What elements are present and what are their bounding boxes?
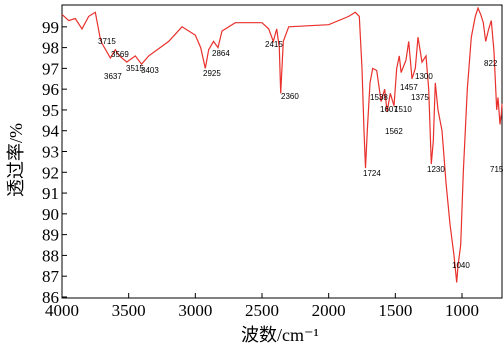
y-tick-label: 94 <box>42 122 60 141</box>
x-tick-label: 3500 <box>112 301 146 320</box>
peak-label: 3715 <box>98 37 116 46</box>
peak-label: 3515 <box>126 64 144 73</box>
peak-label: 1562 <box>385 127 403 136</box>
peak-label: 2864 <box>212 49 230 58</box>
peak-label: 1230 <box>427 165 445 174</box>
peak-label: 2415 <box>265 40 283 49</box>
y-tick-label: 86 <box>42 288 59 307</box>
peak-label: 1300 <box>415 72 433 81</box>
peak-label: 2925 <box>203 69 221 78</box>
y-tick-label: 88 <box>42 246 59 265</box>
peak-label: 822 <box>484 59 498 68</box>
peak-label: 3637 <box>104 72 122 81</box>
y-axis-label: 透过率/% <box>6 123 26 197</box>
y-tick-label: 96 <box>42 80 59 99</box>
x-axis-label: 波数/cm⁻¹ <box>241 325 319 345</box>
x-tick-label: 1500 <box>378 301 412 320</box>
y-tick-label: 95 <box>42 101 59 120</box>
y-tick-label: 89 <box>42 226 59 245</box>
peak-label: 3569 <box>111 50 129 59</box>
peak-label: 3403 <box>141 66 159 75</box>
y-tick-label: 93 <box>42 143 59 162</box>
x-tick-label: 3000 <box>178 301 212 320</box>
x-tick-label: 4000 <box>45 301 79 320</box>
peak-label: 1375 <box>411 93 429 102</box>
peak-label: 1538 <box>370 93 388 102</box>
peak-label: 1457 <box>400 83 418 92</box>
peak-label: 1510 <box>394 105 412 114</box>
peak-label: 715 <box>490 165 503 174</box>
y-tick-label: 92 <box>42 163 59 182</box>
x-tick-label: 2500 <box>245 301 279 320</box>
peak-label: 1724 <box>363 169 381 178</box>
y-tick-label: 98 <box>42 39 59 58</box>
y-tick-label: 91 <box>42 184 59 203</box>
peak-label: 1040 <box>452 261 470 270</box>
y-tick-label: 99 <box>42 18 59 37</box>
peak-label: 2360 <box>281 92 299 101</box>
y-tick-label: 87 <box>42 267 60 286</box>
x-tick-label: 1000 <box>445 301 479 320</box>
y-tick-label: 97 <box>42 59 60 78</box>
y-tick-label: 90 <box>42 205 59 224</box>
x-tick-label: 2000 <box>312 301 346 320</box>
spectrum-line <box>61 6 503 283</box>
peak-label: 1607 <box>380 105 398 114</box>
